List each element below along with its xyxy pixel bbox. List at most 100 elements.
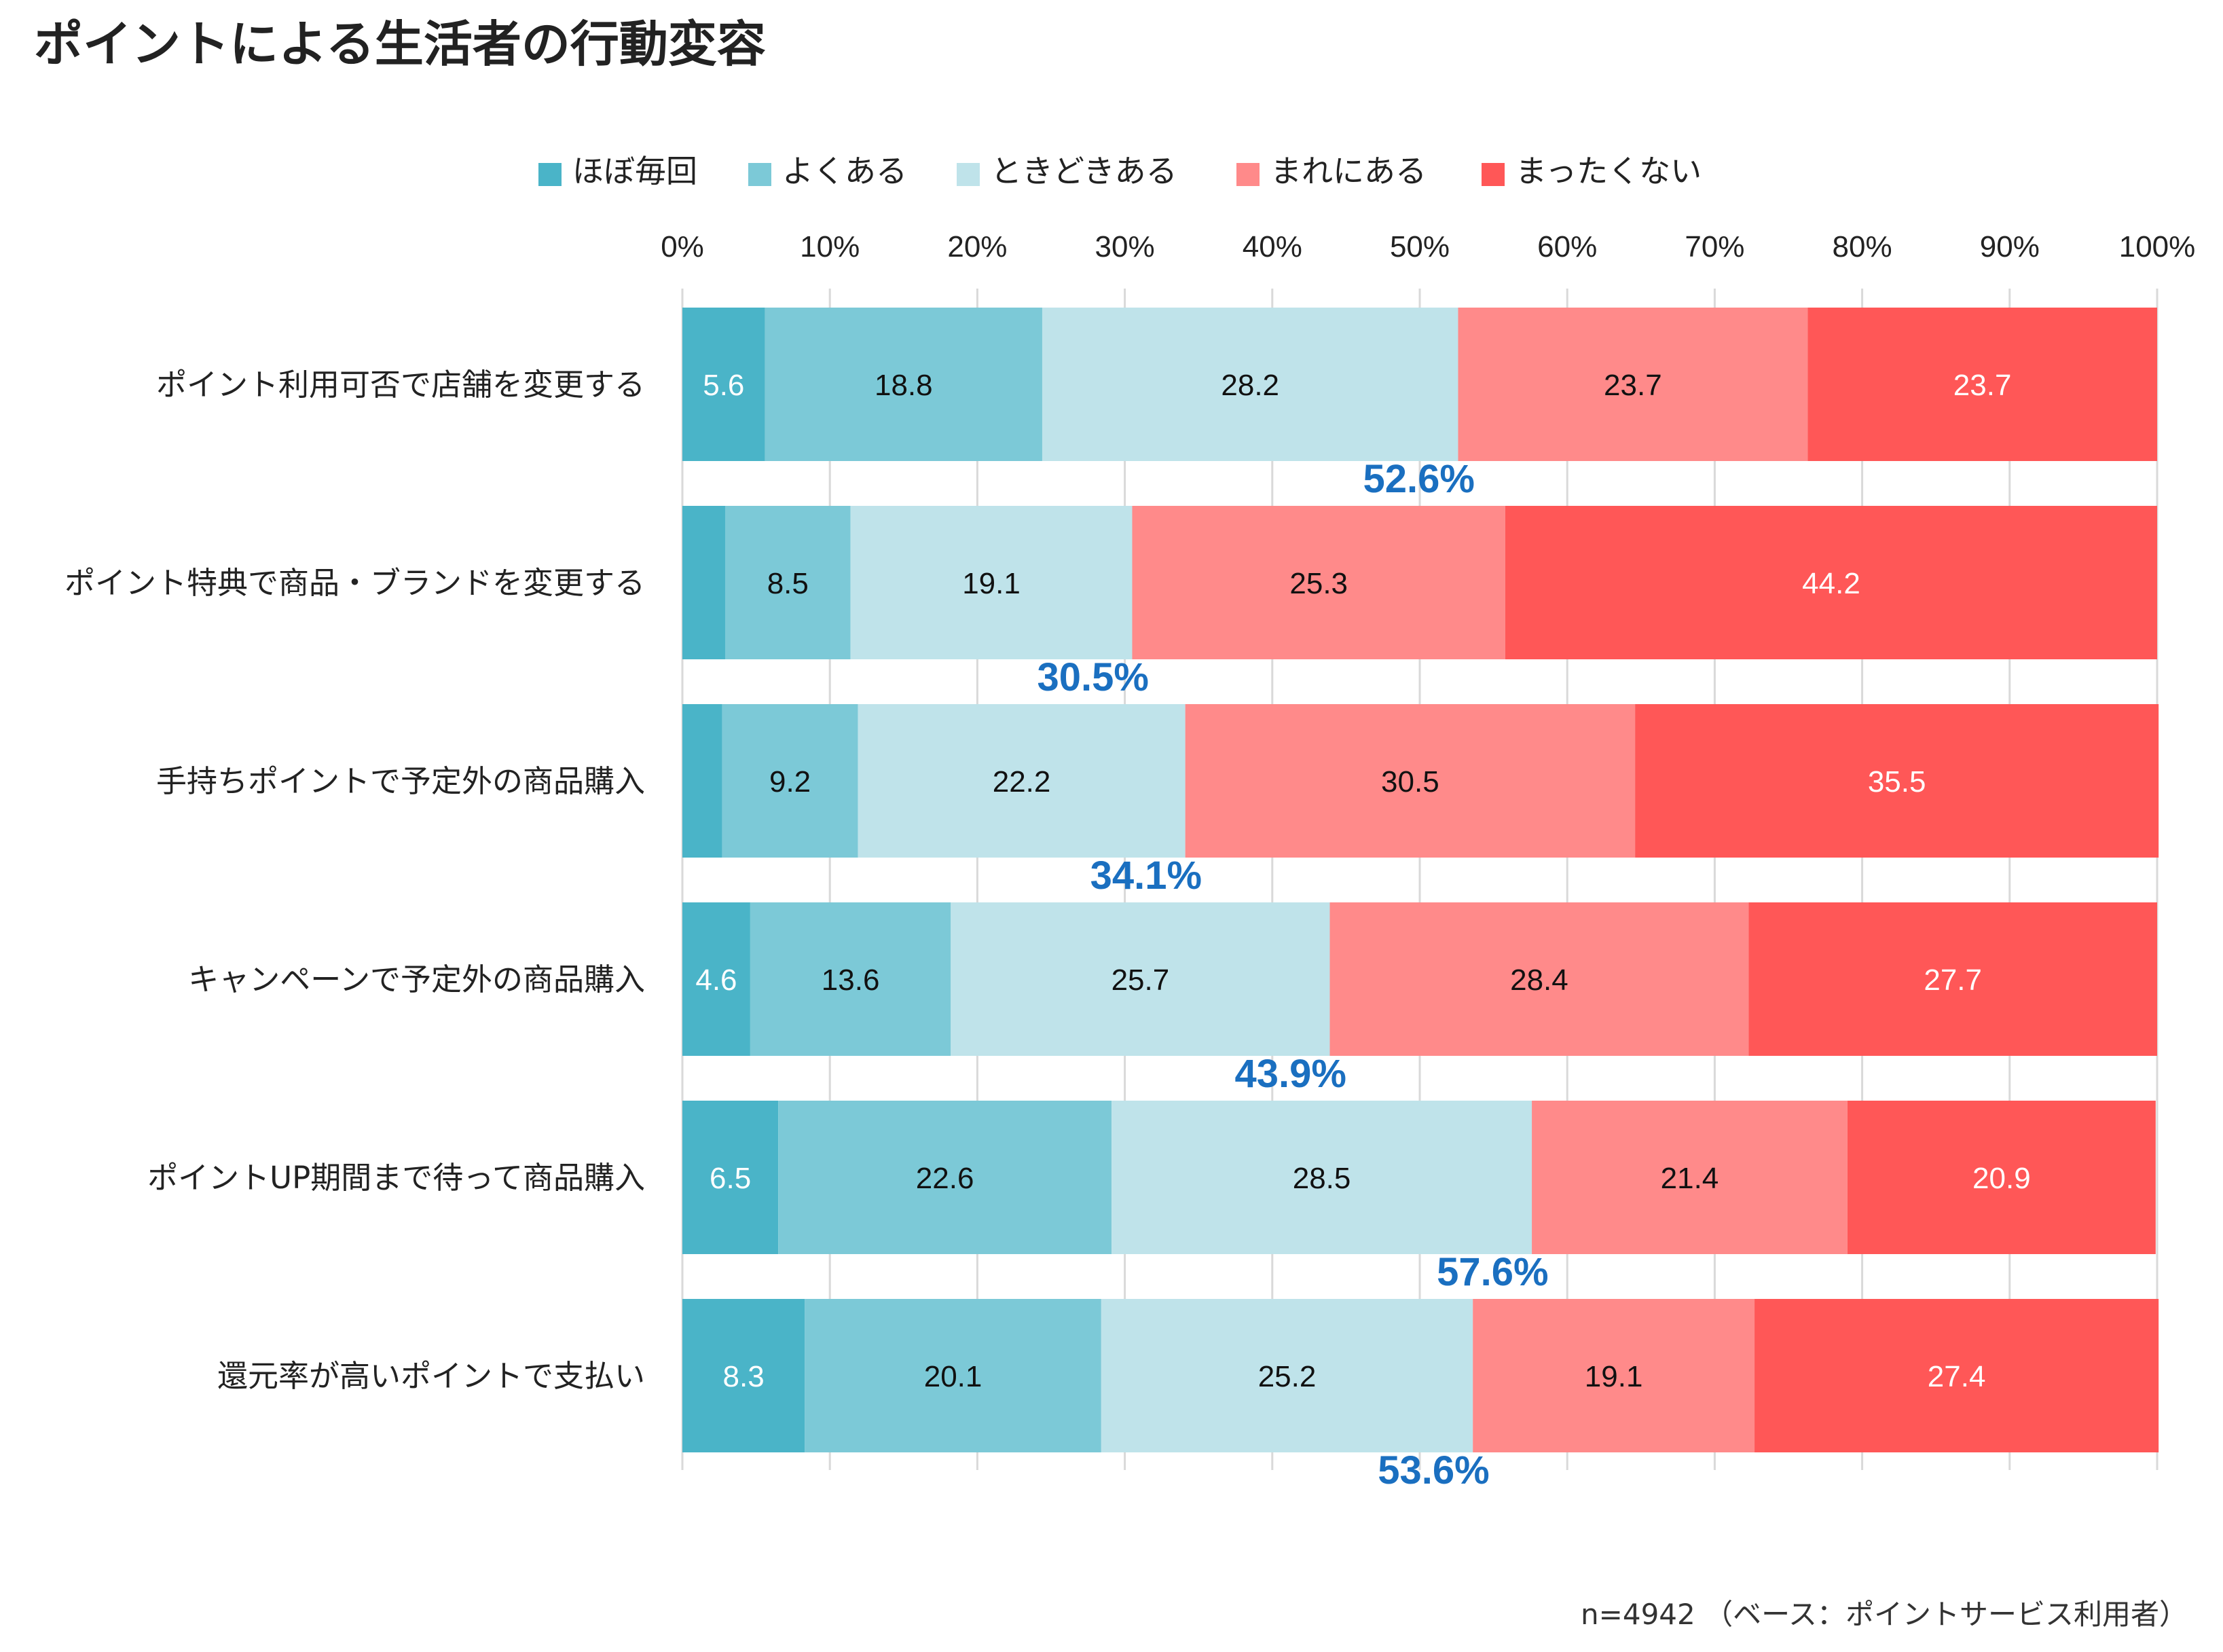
legend-swatch-3: [957, 163, 980, 186]
category-labels: ポイント利用可否で店舗を変更するポイント特典で商品・ブランドを変更する手持ちポイ…: [65, 367, 645, 1394]
category-label-3: 手持ちポイントで予定外の商品購入: [156, 763, 645, 799]
data-label-r2-s3: 19.1: [962, 567, 1021, 600]
category-label-6: 還元率が高いポイントで支払い: [217, 1358, 645, 1394]
x-tick-label-6: 60%: [1537, 230, 1597, 263]
cumulative-label-1: 52.6%: [1363, 457, 1474, 501]
data-label-r3-s3: 22.2: [993, 765, 1051, 799]
cumulative-label-2: 30.5%: [1037, 655, 1148, 699]
legend-label-2: よくある: [782, 153, 907, 189]
cumulative-label-6: 53.6%: [1378, 1448, 1489, 1492]
bars: 5.6 18.8 28.2 23.7 23.7 8.5 19.1 25.3 44.2 9.2 22.…: [682, 308, 2159, 1452]
legend-label-3: ときどきある: [991, 153, 1177, 189]
data-label-r5-s4: 21.4: [1661, 1162, 1719, 1195]
bar-segment-r4-s4: [1329, 902, 1749, 1056]
bar-segment-r5-s2: [778, 1101, 1112, 1254]
bar-segment-r6-s5: [1754, 1299, 2159, 1452]
data-label-r5-s3: 28.5: [1293, 1162, 1351, 1195]
data-label-r6-s5: 27.4: [1928, 1360, 1986, 1393]
footnote: n=4942 （ベース：ポイントサービス利用者）: [1581, 1598, 2188, 1631]
legend-swatch-5: [1482, 163, 1505, 186]
x-tick-label-5: 50%: [1390, 230, 1450, 263]
cumulative-label-3: 34.1%: [1090, 853, 1202, 898]
bar-segment-r3-s1: [682, 704, 722, 858]
data-label-r4-s5: 27.7: [1924, 963, 1982, 997]
bar-segment-r6-s3: [1101, 1299, 1473, 1452]
bar-segment-r3-s4: [1185, 704, 1636, 858]
bar-segment-r2-s2: [724, 506, 851, 659]
bar-segment-r3-s5: [1635, 704, 2159, 858]
cumulative-labels: 52.6% 30.5% 34.1% 43.9% 57.6% 53.6%: [1037, 457, 1548, 1492]
x-tick-label-8: 80%: [1833, 230, 1892, 263]
legend-swatch-4: [1236, 163, 1260, 186]
data-label-r5-s2: 22.6: [916, 1162, 974, 1195]
bar-segment-r1-s4: [1458, 308, 1808, 461]
data-label-r3-s4: 30.5: [1381, 765, 1439, 799]
bar-segment-r5-s3: [1112, 1101, 1532, 1254]
bar-segment-r5-s4: [1532, 1101, 1848, 1254]
bar-segment-r2-s5: [1505, 506, 2157, 659]
x-tick-label-2: 20%: [947, 230, 1007, 263]
bar-segment-r4-s3: [951, 902, 1330, 1056]
data-label-r4-s1: 4.6: [695, 963, 737, 997]
x-tick-label-10: 100%: [2119, 230, 2196, 263]
legend: ほぼ毎回 よくある ときどきある まれにある まったくない: [538, 153, 1702, 189]
data-label-r4-s4: 28.4: [1510, 963, 1568, 997]
bar-segment-r6-s4: [1473, 1299, 1755, 1452]
bar-segment-r5-s1: [682, 1101, 779, 1254]
legend-swatch-1: [538, 163, 562, 186]
data-label-r5-s1: 6.5: [710, 1162, 751, 1195]
bar-segment-r2-s4: [1132, 506, 1505, 659]
data-label-r6-s3: 25.2: [1258, 1360, 1317, 1393]
bar-segment-r2-s1: [682, 506, 725, 659]
data-label-r1-s4: 23.7: [1604, 369, 1662, 402]
category-label-4: キャンペーンで予定外の商品購入: [188, 961, 645, 997]
data-label-r4-s3: 25.7: [1112, 963, 1170, 997]
gridlines: [681, 289, 2158, 1470]
bar-segment-r1-s2: [765, 308, 1042, 461]
x-tick-label-1: 10%: [800, 230, 860, 263]
x-tick-label-9: 90%: [1980, 230, 2040, 263]
bar-segment-r4-s5: [1748, 902, 2157, 1056]
x-tick-label-0: 0%: [661, 230, 704, 263]
data-label-r6-s1: 8.3: [723, 1360, 765, 1393]
data-label-r1-s5: 23.7: [1953, 369, 2012, 402]
x-tick-label-7: 70%: [1685, 230, 1744, 263]
chart-title: ポイントによる生活者の行動変容: [34, 16, 766, 73]
bar-segment-r1-s5: [1807, 308, 2157, 461]
category-label-5: ポイントUP期間まで待って商品購入: [147, 1160, 645, 1196]
bar-segment-r5-s5: [1847, 1101, 2156, 1254]
category-label-1: ポイント利用可否で店舗を変更する: [156, 367, 645, 403]
bar-segment-r6-s2: [805, 1299, 1101, 1452]
data-label-r2-s5: 44.2: [1802, 567, 1860, 600]
legend-label-5: まったくない: [1515, 153, 1702, 189]
bar-segment-r4-s1: [682, 902, 750, 1056]
data-label-r1-s3: 28.2: [1221, 369, 1279, 402]
data-label-r3-s2: 9.2: [769, 765, 811, 799]
bar-segment-r1-s1: [682, 308, 765, 461]
data-label-r6-s4: 19.1: [1585, 1360, 1643, 1393]
bar-segment-r4-s2: [750, 902, 951, 1056]
data-label-r6-s2: 20.1: [924, 1360, 982, 1393]
cumulative-label-5: 57.6%: [1437, 1250, 1548, 1294]
data-label-r2-s4: 25.3: [1289, 567, 1348, 600]
cumulative-label-4: 43.9%: [1235, 1052, 1346, 1096]
bar-segment-r1-s3: [1042, 308, 1458, 461]
bar-segment-r3-s2: [722, 704, 858, 858]
data-label-r2-s2: 8.5: [767, 567, 809, 600]
legend-label-4: まれにある: [1270, 153, 1427, 189]
data-label-r5-s5: 20.9: [1972, 1162, 2031, 1195]
data-label-r4-s2: 13.6: [822, 963, 880, 997]
legend-swatch-2: [748, 163, 771, 186]
x-tick-label-3: 30%: [1095, 230, 1155, 263]
legend-label-1: ほぼ毎回: [572, 153, 697, 189]
bar-segment-r6-s1: [682, 1299, 805, 1452]
data-label-r3-s5: 35.5: [1868, 765, 1926, 799]
category-label-2: ポイント特典で商品・ブランドを変更する: [65, 565, 645, 601]
bar-segment-r3-s3: [858, 704, 1186, 858]
data-label-r1-s1: 5.6: [703, 369, 744, 402]
data-label-r1-s2: 18.8: [875, 369, 933, 402]
x-axis-ticks: 0% 10% 20% 30% 40% 50% 60% 70% 80% 90% 100%: [661, 230, 2195, 263]
x-tick-label-4: 40%: [1243, 230, 1302, 263]
bar-segment-r2-s3: [850, 506, 1133, 659]
